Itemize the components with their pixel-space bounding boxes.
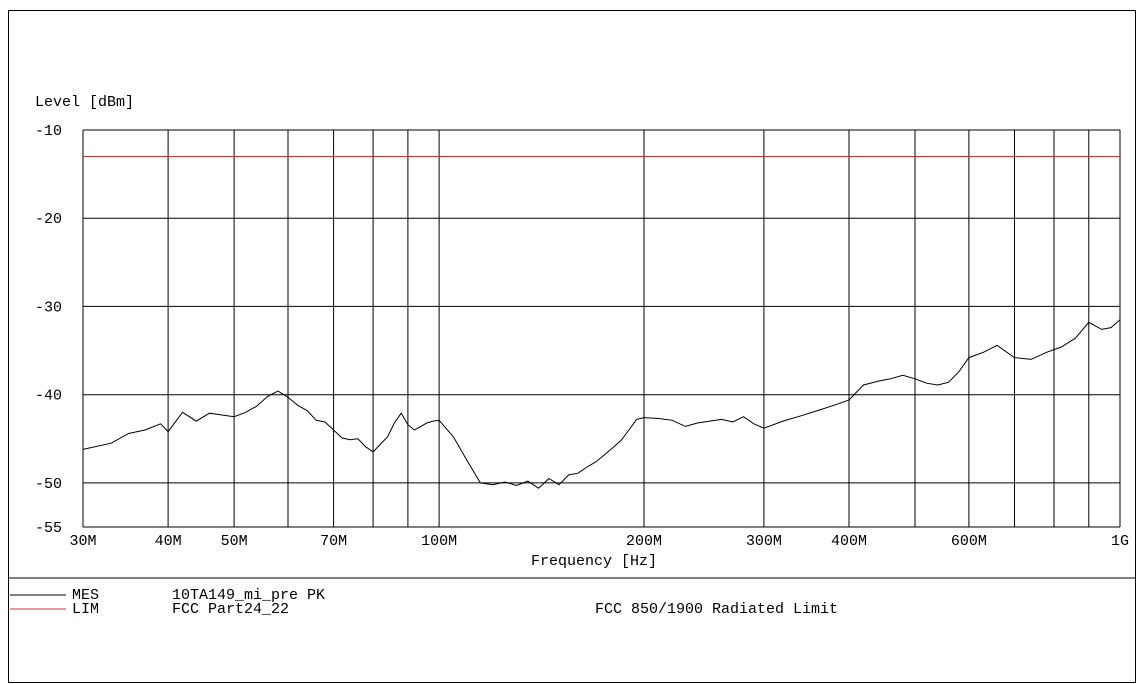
x-tick-label: 300M	[746, 533, 782, 550]
legend-desc-lim: FCC 850/1900 Radiated Limit	[595, 601, 838, 618]
y-axis-label: Level [dBm]	[35, 94, 134, 111]
y-tick-label: -20	[35, 211, 62, 228]
x-tick-label: 1G	[1111, 533, 1129, 550]
x-tick-label: 50M	[221, 533, 248, 550]
x-axis-label: Frequency [Hz]	[531, 553, 657, 570]
x-tick-label: 100M	[421, 533, 457, 550]
x-gridlines	[82, 130, 1121, 527]
x-tick-label: 200M	[626, 533, 662, 550]
legend-tag-lim: LIM	[72, 601, 99, 618]
series-line-mes	[82, 319, 1121, 489]
legend-tag-mes: MES	[72, 587, 99, 604]
legend-entry-lim: LIM FCC Part24_22 FCC 850/1900 Radiated …	[10, 601, 838, 618]
x-tick-label: 400M	[831, 533, 867, 550]
chart-frame	[8, 10, 1136, 683]
y-tick-label: -50	[35, 476, 62, 493]
y-tick-labels: -10 -20 -30 -40 -50 -55	[35, 123, 62, 537]
series-layer	[82, 156, 1121, 489]
legend-name-mes: 10TA149_mi_pre PK	[172, 587, 325, 604]
y-tick-label: -55	[35, 520, 62, 537]
y-tick-label: -40	[35, 388, 62, 405]
legend-name-lim: FCC Part24_22	[172, 601, 289, 618]
x-tick-label: 600M	[951, 533, 987, 550]
y-tick-label: -30	[35, 299, 62, 316]
x-tick-labels: 30M 40M 50M 70M 100M 200M 300M 400M 600M 1G	[69, 533, 1129, 550]
y-tick-label: -10	[35, 123, 62, 140]
x-tick-label: 30M	[69, 533, 96, 550]
x-tick-label: 40M	[155, 533, 182, 550]
legend-entry-mes: MES 10TA149_mi_pre PK	[10, 587, 325, 604]
y-gridlines	[83, 129, 1120, 528]
x-tick-label: 70M	[320, 533, 347, 550]
